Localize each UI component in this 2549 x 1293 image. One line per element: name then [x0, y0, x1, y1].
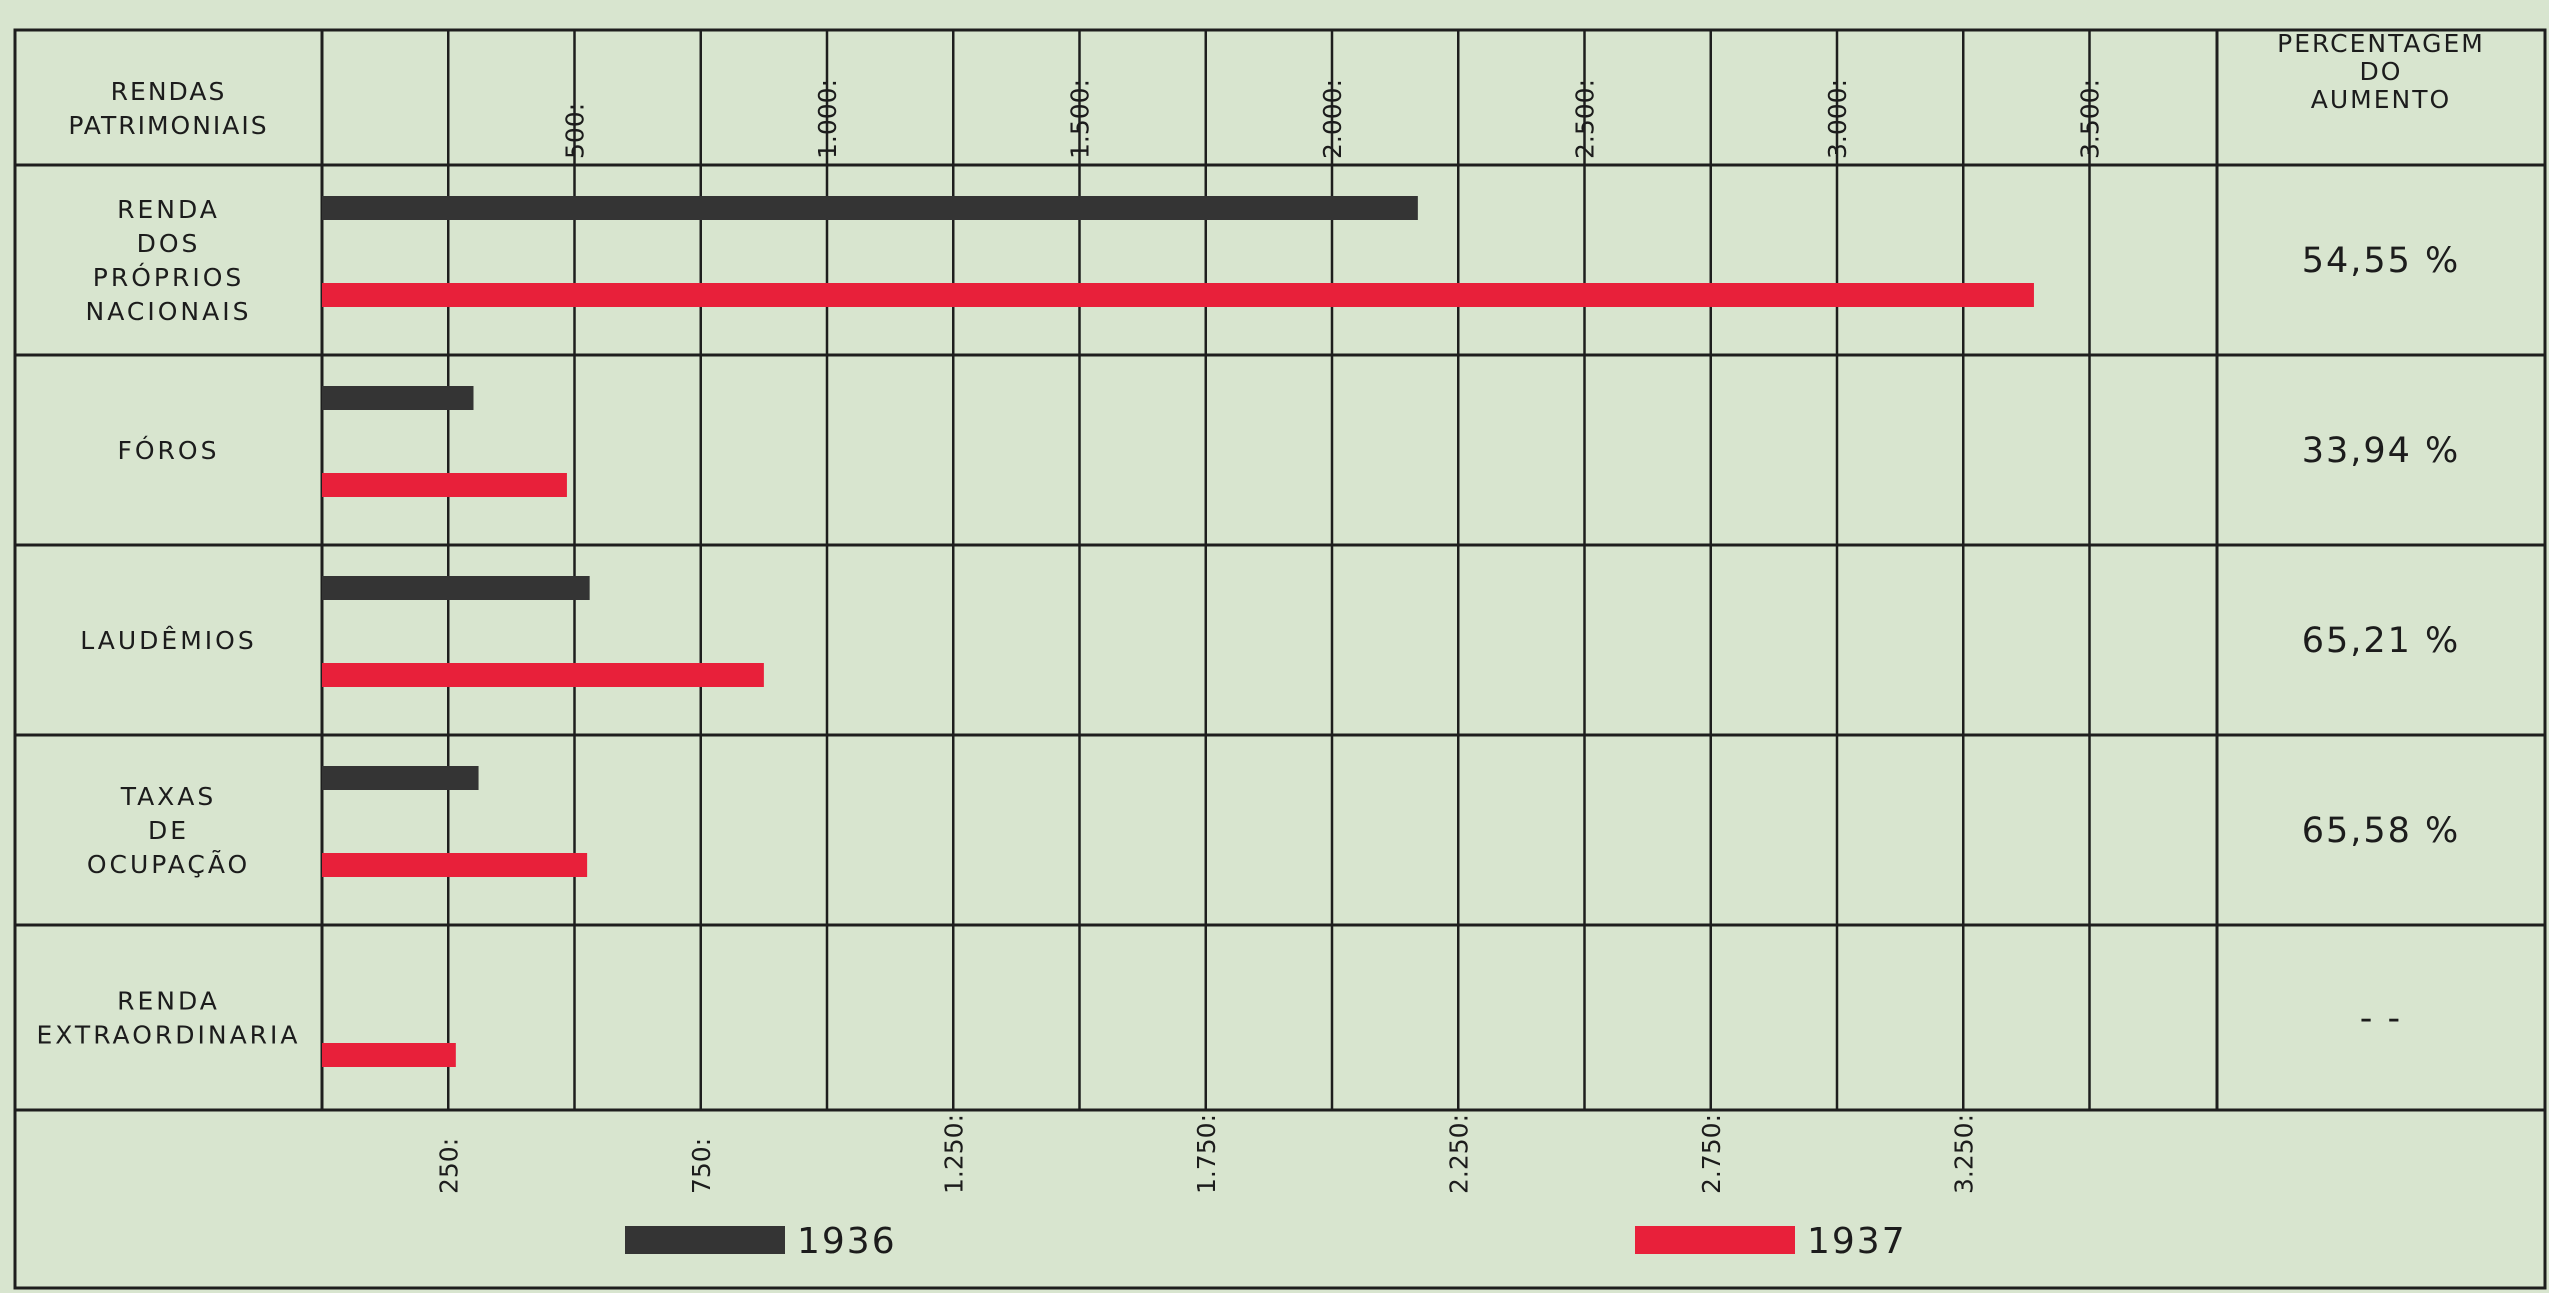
percent-increase-value: 65,21 % [2302, 621, 2461, 661]
bars-layer [322, 196, 2034, 1067]
bottom-tick-label: 2.750: [1697, 1114, 1726, 1194]
bottom-tick-label: 1.250: [939, 1114, 968, 1194]
category-label: OCUPAÇÃO [87, 849, 250, 879]
bar-1937 [322, 663, 764, 687]
category-label: FÓROS [118, 435, 220, 465]
header-right-line: PERCENTAGEM [2277, 29, 2485, 58]
table-frame [13, 28, 2547, 1290]
bar-1936 [322, 766, 479, 790]
header-right-line: AUMENTO [2311, 85, 2451, 114]
header-left-line: RENDAS [111, 77, 227, 106]
category-label: RENDA [117, 195, 220, 224]
top-tick-label: 2.500: [1571, 79, 1600, 159]
category-label: RENDA [117, 987, 220, 1016]
legend-swatch [1635, 1226, 1795, 1254]
category-label: DE [148, 816, 189, 845]
category-label: EXTRAORDINARIA [36, 1021, 300, 1050]
legend-label: 1936 [797, 1221, 897, 1262]
bar-1937 [322, 1043, 456, 1067]
outer-border [13, 28, 2547, 1290]
bar-1937 [322, 473, 567, 497]
bottom-tick-label: 2.250: [1444, 1114, 1473, 1194]
top-tick-label: 500: [561, 103, 590, 159]
top-tick-label: 3.000: [1823, 79, 1852, 159]
top-tick-label: 1.500: [1066, 79, 1095, 159]
bottom-tick-label: 750: [687, 1138, 716, 1194]
top-tick-label: 3.500: [2076, 79, 2105, 159]
category-label: DOS [137, 229, 201, 258]
legend-label: 1937 [1807, 1221, 1907, 1262]
top-tick-label: 1.000: [813, 79, 842, 159]
bar-1936 [322, 576, 590, 600]
bar-1936 [322, 386, 474, 410]
header-right-line: DO [2360, 57, 2403, 86]
header-left-line: PATRIMONIAIS [68, 111, 268, 140]
percent-increase-value: 54,55 % [2302, 241, 2461, 281]
category-label: PRÓPRIOS [93, 262, 245, 292]
category-label: TAXAS [120, 782, 217, 811]
percent-increase-value: - - [2360, 999, 2402, 1039]
legend-swatch [625, 1226, 785, 1254]
bottom-tick-label: 3.250: [1949, 1114, 1978, 1194]
bar-1937 [322, 283, 2034, 307]
top-tick-label: 2.000: [1318, 79, 1347, 159]
percent-increase-value: 33,94 % [2302, 431, 2461, 471]
bar-1937 [322, 853, 588, 877]
category-label: LAUDÊMIOS [80, 626, 256, 655]
bottom-tick-label: 1.750: [1192, 1114, 1221, 1194]
bottom-tick-label: 250: [434, 1138, 463, 1194]
percent-increase-value: 65,58 % [2302, 811, 2461, 851]
bar-1936 [322, 196, 1418, 220]
category-label: NACIONAIS [86, 297, 252, 326]
